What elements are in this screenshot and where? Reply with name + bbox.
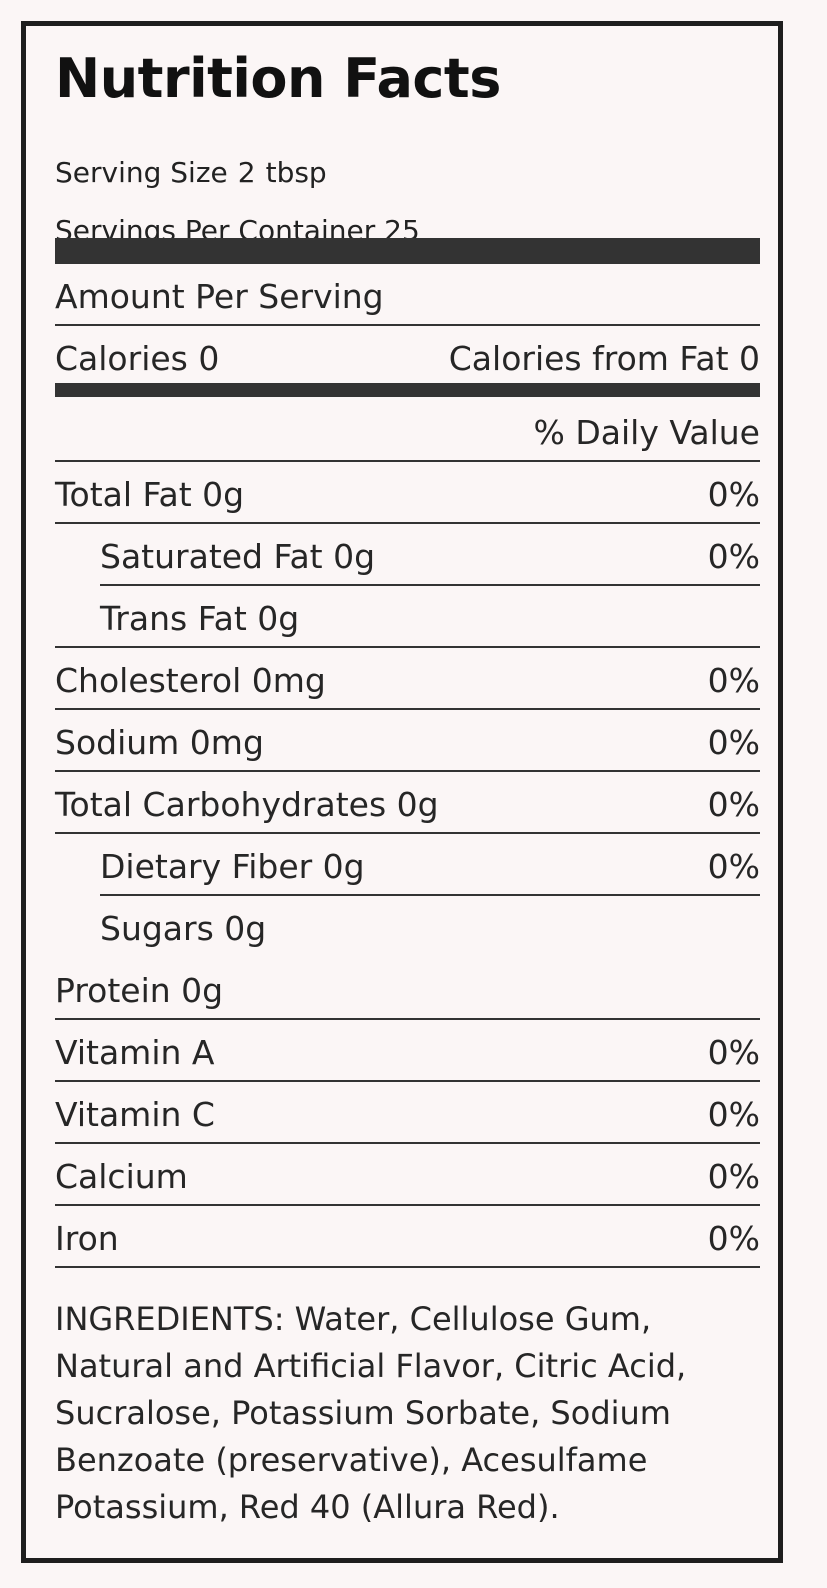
nutrient-name: Calcium (55, 1157, 188, 1196)
nutrient-row-vitamin-c: Vitamin C 0% (55, 1082, 760, 1144)
nutrient-dv: 0% (707, 1219, 760, 1258)
nutrient-row-vitamin-a: Vitamin A 0% (55, 1020, 760, 1082)
nutrient-row-trans-fat: Trans Fat 0g (55, 586, 760, 648)
nutrient-dv: 0% (707, 1157, 760, 1196)
nutrient-dv: 0% (707, 661, 760, 700)
nutrient-name: Cholesterol 0mg (55, 661, 326, 700)
serving-size-unit: tbsp (265, 156, 327, 189)
nutrient-name: Dietary Fiber 0g (100, 847, 365, 886)
nutrient-row-iron: Iron 0% (55, 1206, 760, 1268)
nutrient-row-calcium: Calcium 0% (55, 1144, 760, 1206)
thick-divider-calories (55, 383, 760, 397)
serving-size: Serving Size 2 tbsp (55, 159, 327, 187)
nutrient-name: Protein 0g (55, 971, 224, 1010)
nutrient-row-total-fat: Total Fat 0g 0% (55, 462, 760, 524)
nutrient-name: Sodium 0mg (55, 723, 264, 762)
nutrient-name: Vitamin A (55, 1033, 215, 1072)
nutrient-name: Total Fat 0g (55, 475, 245, 514)
nutrient-name: Sugars 0g (100, 909, 267, 948)
nutrient-name: Iron (55, 1219, 119, 1258)
nutrient-row-cholesterol: Cholesterol 0mg 0% (55, 648, 760, 710)
nutrient-row-saturated-fat: Saturated Fat 0g 0% (100, 524, 760, 586)
nutrient-name: Trans Fat 0g (100, 599, 300, 638)
calories: Calories 0 (55, 339, 220, 378)
nutrient-dv: 0% (707, 537, 760, 576)
nutrient-row-dietary-fiber: Dietary Fiber 0g 0% (100, 834, 760, 896)
nutrient-row-sodium: Sodium 0mg 0% (55, 710, 760, 772)
serving-size-label: Serving Size (55, 156, 228, 189)
nutrition-label: Nutrition Facts Serving Size 2 tbsp Servin… (21, 21, 783, 1563)
nutrient-dv: 0% (707, 785, 760, 824)
daily-value-header-row: % Daily Value (55, 400, 760, 462)
serving-size-value: 2 (237, 156, 256, 189)
nutrient-name: Total Carbohydrates 0g (55, 785, 439, 824)
nutrient-dv: 0% (707, 847, 760, 886)
nutrient-dv: 0% (707, 723, 760, 762)
daily-value-header: % Daily Value (533, 413, 760, 452)
calories-from-fat: Calories from Fat 0 (448, 339, 760, 378)
nutrient-name: Vitamin C (55, 1095, 215, 1134)
nutrient-name: Saturated Fat 0g (100, 537, 376, 576)
nutrient-row-total-carbohydrates: Total Carbohydrates 0g 0% (55, 772, 760, 834)
nutrient-row-protein: Protein 0g (55, 958, 760, 1020)
nutrient-dv: 0% (707, 1033, 760, 1072)
thick-divider-top (55, 238, 760, 264)
nutrient-dv: 0% (707, 1095, 760, 1134)
amount-per-serving: Amount Per Serving (55, 277, 384, 316)
calories-row: Calories 0 Calories from Fat 0 (55, 326, 760, 388)
label-title: Nutrition Facts (55, 47, 501, 110)
amount-per-serving-row: Amount Per Serving (55, 264, 760, 326)
ingredients-list: INGREDIENTS: Water, Cellulose Gum, Natur… (55, 1300, 687, 1526)
nutrient-row-sugars: Sugars 0g (55, 896, 760, 958)
nutrient-dv: 0% (707, 475, 760, 514)
